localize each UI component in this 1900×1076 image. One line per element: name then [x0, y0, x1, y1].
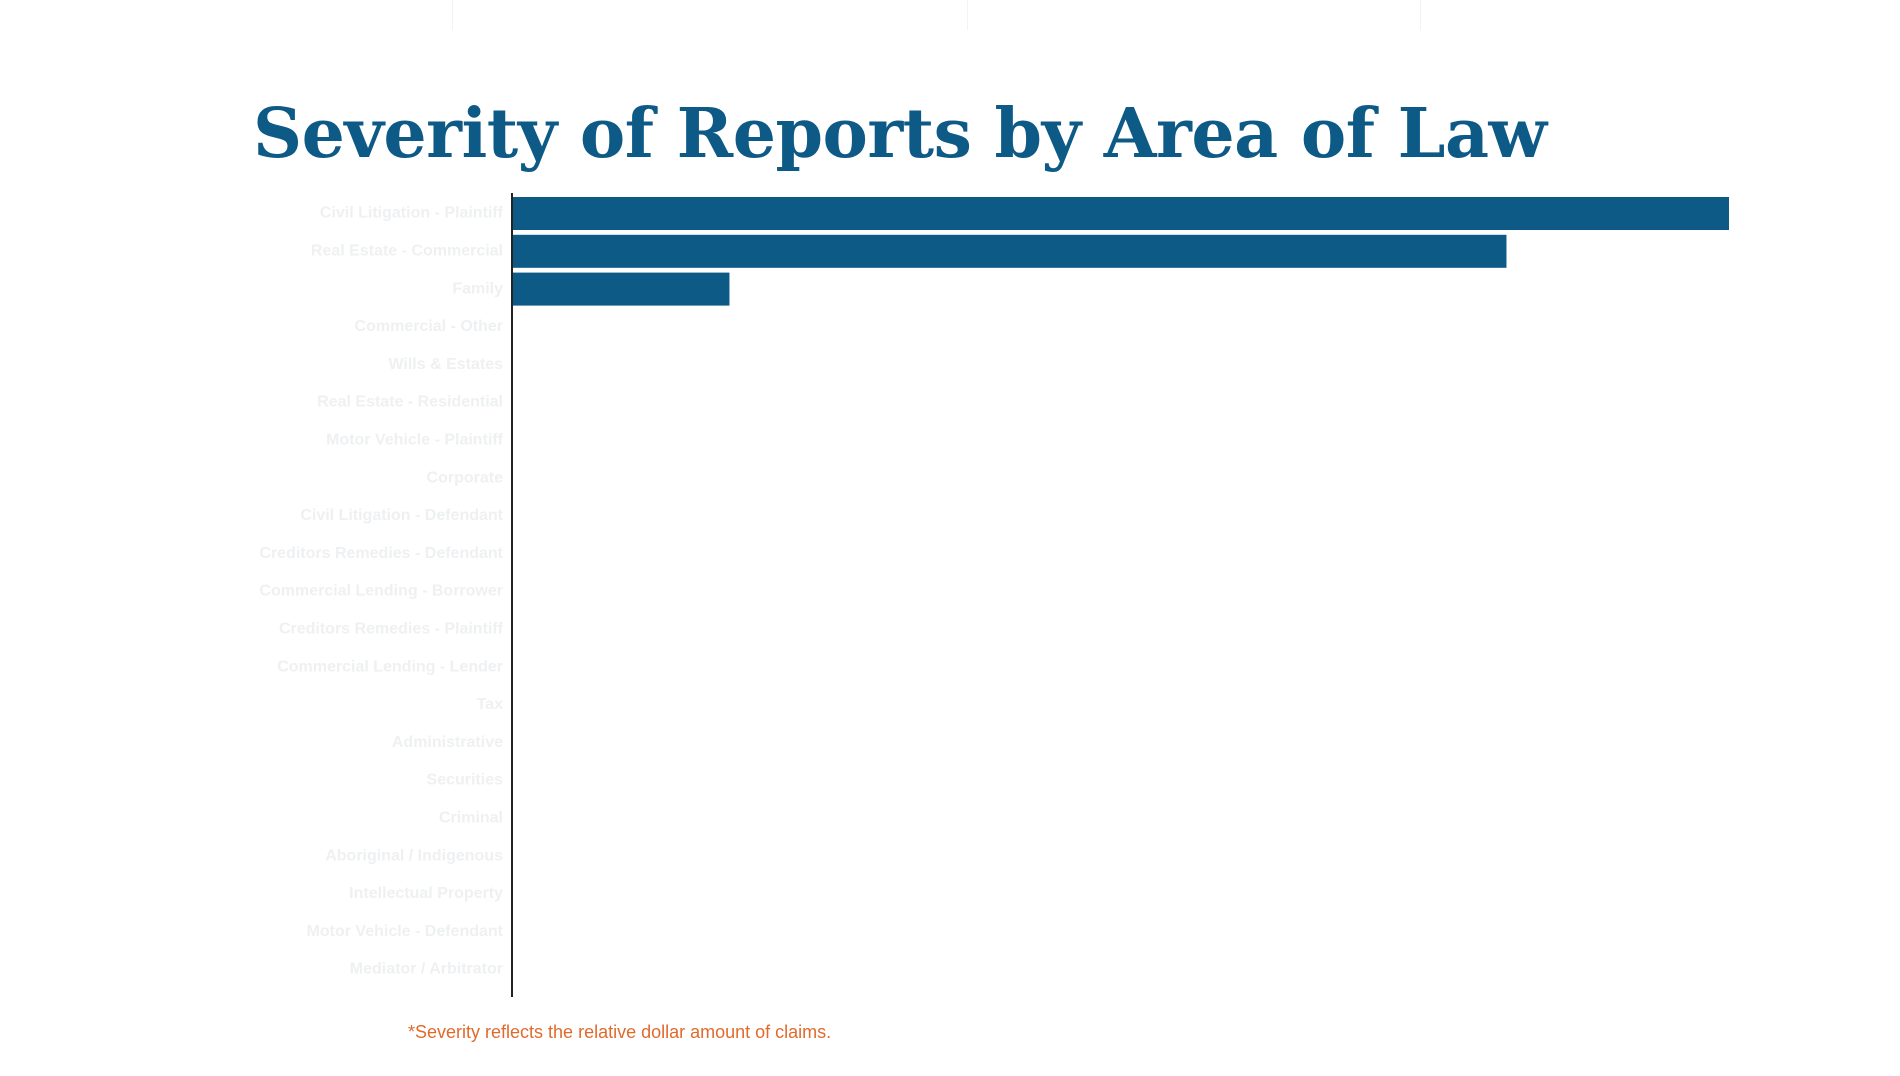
category-label: Commercial - Other: [355, 318, 503, 335]
category-label: Tax: [477, 696, 503, 713]
category-label: Motor Vehicle - Plaintiff: [326, 432, 504, 449]
category-label: Creditors Remedies - Plaintiff: [279, 621, 504, 638]
category-label: Civil Litigation - Plaintiff: [320, 205, 504, 222]
bar: [513, 234, 1507, 268]
category-label: Real Estate - Commercial: [311, 243, 503, 260]
category-label: Family: [452, 280, 503, 297]
chart-title: Severity of Reports by Area of Law: [253, 94, 1547, 174]
nav-divider: [967, 0, 968, 30]
category-label: Real Estate - Residential: [317, 394, 503, 411]
nav-divider: [1420, 0, 1421, 30]
category-label: Corporate: [427, 469, 504, 486]
category-label: Administrative: [392, 734, 503, 751]
bar: [513, 197, 1729, 230]
category-label: Intellectual Property: [349, 885, 503, 902]
category-label: Mediator / Arbitrator: [350, 961, 503, 978]
top-nav-strip: [0, 0, 1900, 32]
chart-footnote: *Severity reflects the relative dollar a…: [408, 1022, 832, 1042]
category-label: Commercial Lending - Lender: [277, 658, 503, 675]
category-label: Aboriginal / Indigenous: [325, 847, 503, 864]
category-label: Civil Litigation - Defendant: [300, 507, 503, 524]
category-label: Wills & Estates: [388, 356, 503, 373]
bar: [513, 272, 730, 306]
category-label: Creditors Remedies - Defendant: [259, 545, 503, 562]
category-label: Securities: [427, 772, 504, 789]
nav-divider: [452, 0, 453, 30]
category-label: Commercial Lending - Borrower: [259, 583, 503, 600]
category-label: Criminal: [439, 810, 503, 827]
category-label: Motor Vehicle - Defendant: [307, 923, 504, 940]
